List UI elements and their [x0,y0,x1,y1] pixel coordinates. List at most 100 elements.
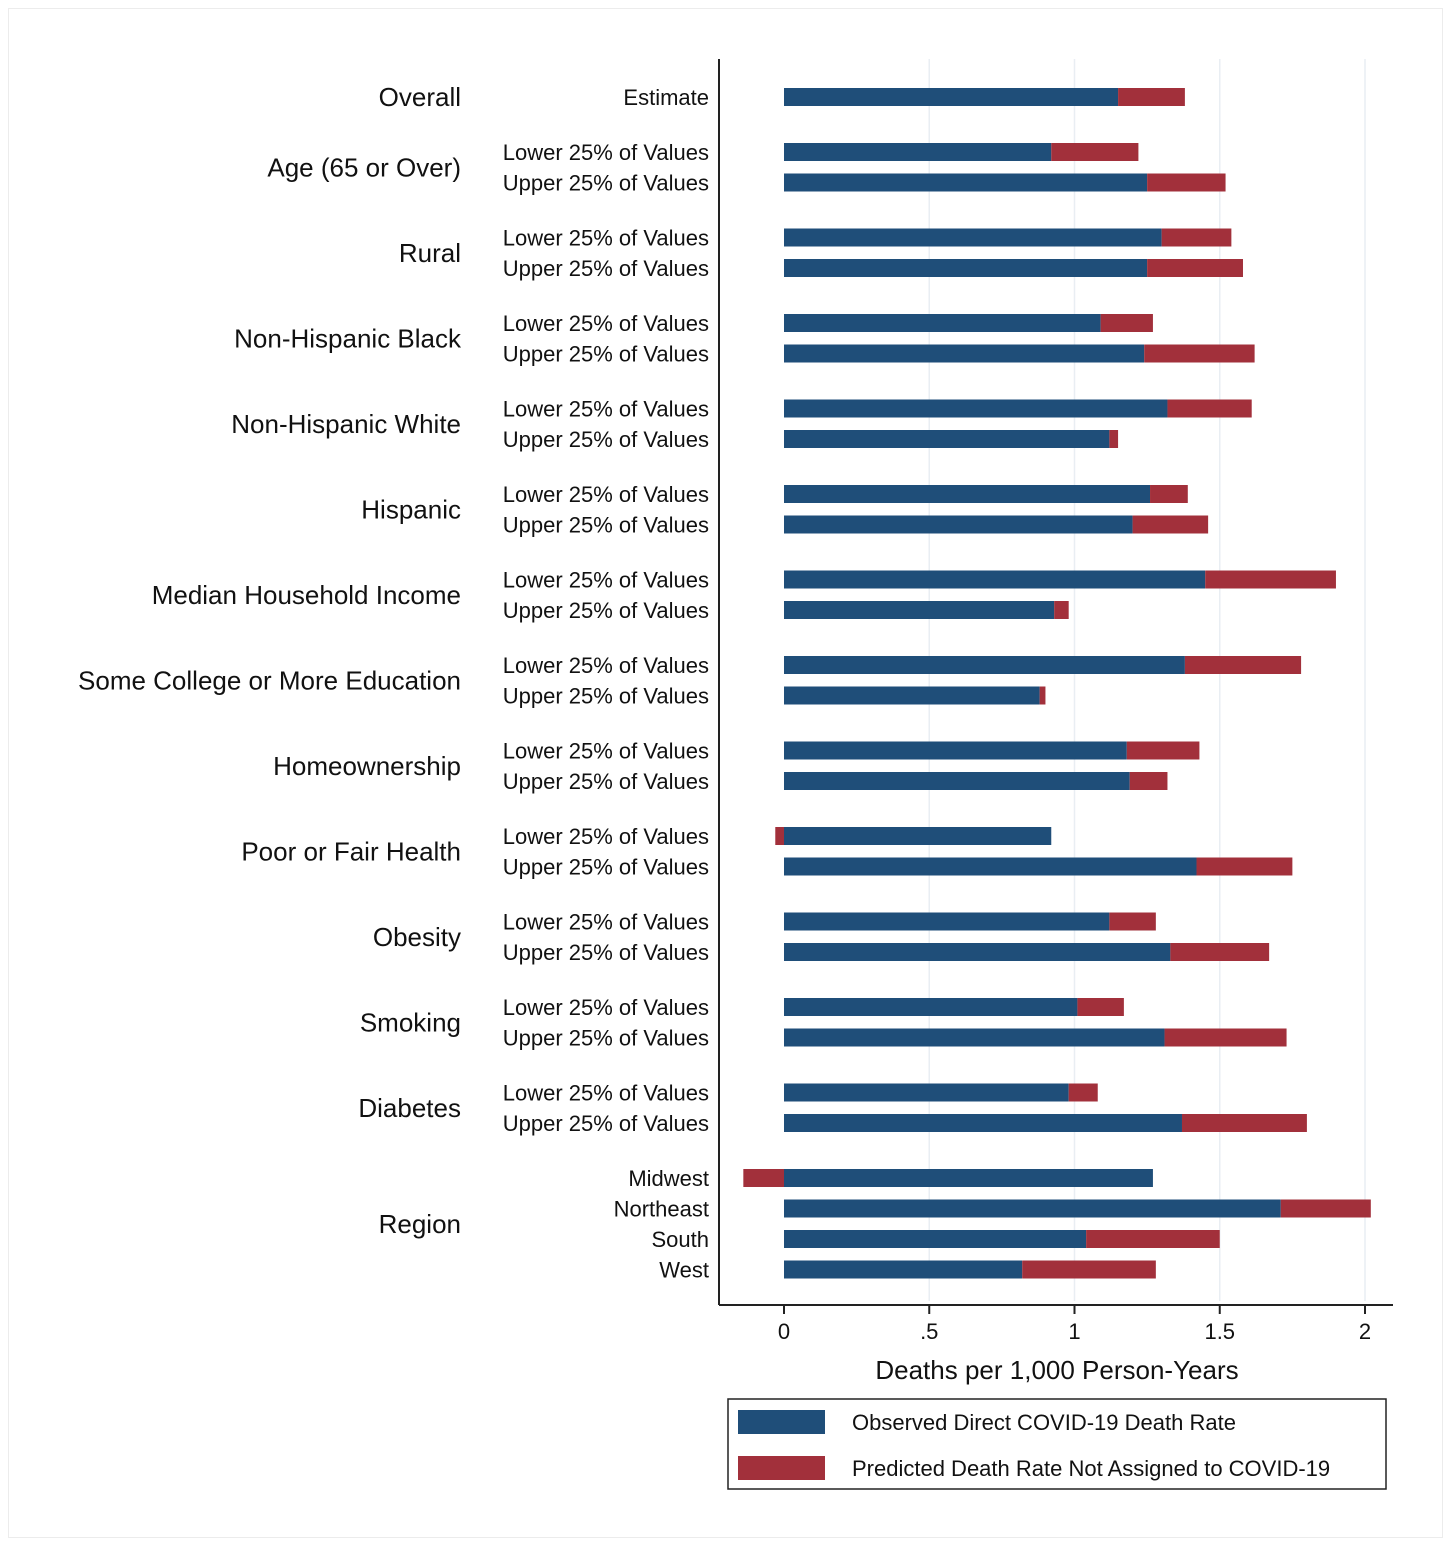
bar-observed [784,1199,1281,1218]
bar-observed [784,430,1110,448]
x-tick-label: 0 [778,1319,790,1344]
row-label: Lower 25% of Values [503,568,709,593]
bar-predicted [1167,399,1252,418]
row-label: Lower 25% of Values [503,482,709,507]
bar-predicted [1184,656,1302,674]
group-label: Hispanic [361,494,461,524]
bar-predicted [1109,912,1156,931]
bar-observed [784,515,1133,534]
bar-observed [784,259,1148,277]
legend: Observed Direct COVID-19 Death Rate Predi… [727,1398,1387,1490]
row-label: Upper 25% of Values [503,940,709,965]
group-label: Some College or More Education [78,665,461,695]
legend-swatch [738,1456,825,1480]
bar-predicted [1051,143,1139,161]
bar-predicted [1118,88,1185,106]
bar-observed [784,686,1040,705]
row-label: Upper 25% of Values [503,513,709,538]
legend-swatch [738,1410,825,1434]
bar-predicted [1147,173,1226,192]
row-label: Upper 25% of Values [503,1026,709,1051]
row-label: Upper 25% of Values [503,1111,709,1136]
bar-observed [784,601,1055,619]
row-label: Lower 25% of Values [503,397,709,422]
bar-predicted [1077,998,1124,1016]
row-label: Upper 25% of Values [503,256,709,281]
bar-observed [784,143,1052,161]
bar-observed [784,485,1151,503]
row-label: Lower 25% of Values [503,739,709,764]
bar-predicted [1100,314,1153,332]
group-label: Rural [399,238,461,268]
x-axis-title: Deaths per 1,000 Person-Years [875,1355,1238,1385]
row-label: Upper 25% of Values [503,855,709,880]
row-label: Lower 25% of Values [503,824,709,849]
row-label: Lower 25% of Values [503,311,709,336]
bar-observed [784,656,1185,674]
bar-observed [784,1028,1165,1047]
bar-predicted [1161,228,1232,247]
bar-predicted [1196,857,1293,876]
row-label: Lower 25% of Values [503,995,709,1020]
bar-predicted [743,1169,784,1187]
x-tick-label: 1 [1068,1319,1080,1344]
group-label: Smoking [360,1007,461,1037]
bars [743,88,1371,1279]
row-label: Estimate [623,85,709,110]
group-label: Age (65 or Over) [267,152,461,182]
bar-observed [784,1083,1069,1102]
bar-predicted [1150,485,1188,503]
row-label: West [659,1258,709,1283]
row-label: Lower 25% of Values [503,226,709,251]
bar-predicted [1132,515,1209,534]
bar-predicted [1022,1260,1156,1279]
group-label: Median Household Income [152,580,461,610]
bar-observed [784,857,1197,876]
x-tick-label: 2 [1359,1319,1371,1344]
bar-predicted [1054,601,1069,619]
bar-observed [784,998,1078,1016]
figure-frame: Estimate Overall Lower 25% of Values Upper … [8,8,1443,1538]
bar-observed [784,228,1162,247]
bar-predicted [1129,772,1168,790]
bar-observed [784,827,1052,845]
group-label: Non-Hispanic Black [234,323,462,353]
group-label: Overall [379,82,461,112]
row-label: Upper 25% of Values [503,342,709,367]
bar-predicted [1164,1028,1287,1047]
bar-observed [784,1230,1087,1248]
category-labels: Estimate Overall Lower 25% of Values Upper … [78,82,709,1283]
bar-observed [784,570,1206,589]
bar-predicted [1086,1230,1220,1248]
bar-predicted [1147,259,1243,277]
row-label: South [652,1227,710,1252]
group-label: Poor or Fair Health [241,836,461,866]
bar-observed [784,314,1101,332]
legend-label: Predicted Death Rate Not Assigned to COV… [852,1456,1330,1481]
bar-observed [784,88,1119,106]
bar-predicted [1280,1199,1371,1218]
legend-box [727,1398,1387,1490]
row-label: Lower 25% of Values [503,653,709,678]
row-label: Upper 25% of Values [503,598,709,623]
bar-observed [784,912,1110,931]
bar-predicted [1126,741,1200,760]
group-label: Non-Hispanic White [231,409,461,439]
bar-observed [784,741,1127,760]
row-label: Upper 25% of Values [503,684,709,709]
x-tick-labels: 0 .5 1 1.5 2 [778,1319,1371,1344]
axes [718,59,1393,1314]
group-label: Region [379,1209,461,1239]
bar-predicted [1170,943,1270,961]
bar-predicted [775,827,784,845]
bar-observed [784,772,1130,790]
bar-predicted [1205,570,1336,589]
row-label: Lower 25% of Values [503,140,709,165]
bar-predicted [1181,1114,1307,1132]
bar-observed [784,1260,1023,1279]
x-tick-label: .5 [920,1319,938,1344]
row-label: Upper 25% of Values [503,171,709,196]
row-label: Northeast [614,1197,709,1222]
bar-observed [784,344,1145,363]
bar-observed [784,1169,1153,1187]
